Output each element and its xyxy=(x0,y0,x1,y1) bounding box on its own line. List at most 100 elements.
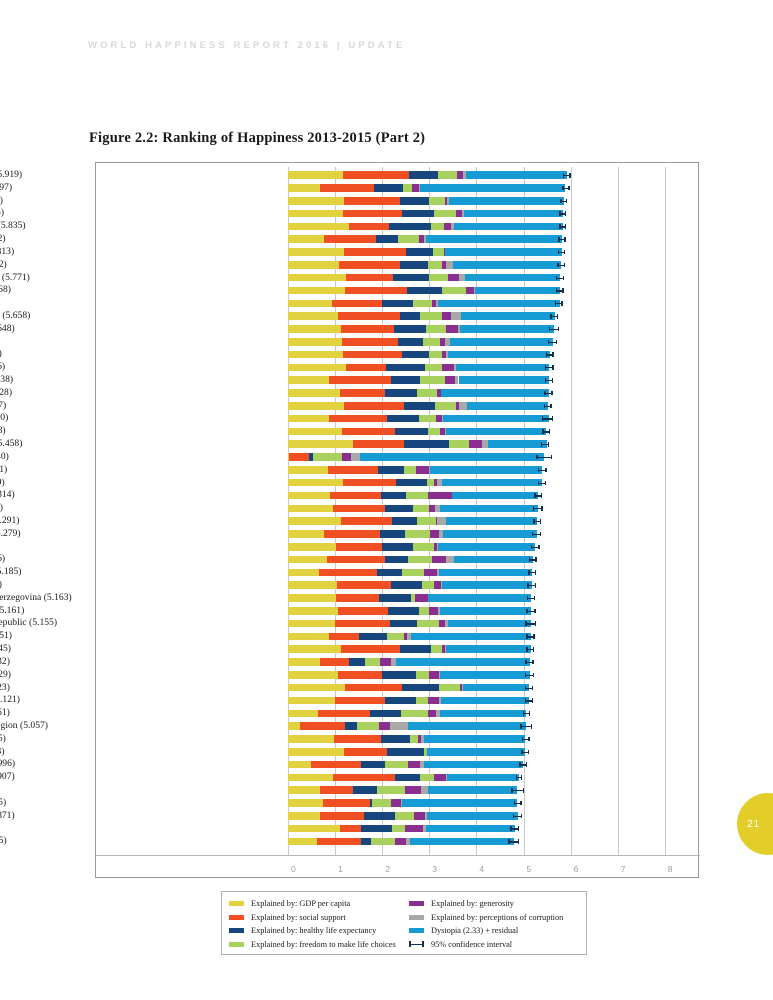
bar-segment-corruption xyxy=(444,337,450,346)
chart-row: 79.Indonesia (5.314) xyxy=(0,489,700,502)
chart-row: 73.Jamaica (5.510) xyxy=(0,412,700,425)
bar-segment-freedom xyxy=(424,747,426,756)
bar-segment-social-support xyxy=(328,632,359,641)
page-number: 21 xyxy=(747,818,760,830)
stacked-bar xyxy=(288,837,515,846)
bar-segment-generosity xyxy=(412,184,419,192)
bar-segment-dystopia xyxy=(453,222,564,231)
stacked-bar xyxy=(288,337,553,346)
country-label: 89.Dominican Republic (5.155) xyxy=(0,617,96,630)
chart-row: 89.Dominican Republic (5.155) xyxy=(0,617,700,630)
stacked-bar xyxy=(288,363,549,372)
bar-segment-gdp xyxy=(288,427,342,436)
chart-row: 84.Bhutan (5.196) xyxy=(0,553,700,566)
bar-segment-dystopia xyxy=(447,773,520,782)
bar-segment-gdp xyxy=(288,491,330,500)
bar-segment-life-expectancy xyxy=(381,299,414,308)
x-tick-label: 0 xyxy=(291,864,296,874)
bar-segment-dystopia xyxy=(425,235,563,244)
bar-segment-dystopia xyxy=(409,837,515,846)
bar-segment-life-expectancy xyxy=(391,376,420,384)
bar-segment-social-support xyxy=(327,555,386,564)
bar-segment-dystopia xyxy=(427,594,532,602)
country-name-score: Macedonia (5.121) xyxy=(0,694,20,706)
bar-segment-dystopia xyxy=(460,325,555,333)
bar-segment-social-support xyxy=(333,773,395,782)
bar-segment-social-support xyxy=(342,478,397,487)
confidence-interval xyxy=(534,493,543,498)
bar-segment-corruption xyxy=(474,286,476,295)
bar-segment-gdp xyxy=(288,671,338,679)
country-name-score: Paraguay (5.538) xyxy=(0,374,14,385)
country-name-score: Dominican Republic (5.155) xyxy=(0,617,58,629)
bar-segment-dystopia xyxy=(440,671,531,679)
chart-row: 63.Slovenia (5.768) xyxy=(0,284,700,297)
bar-segment-social-support xyxy=(344,248,407,256)
bar-segment-life-expectancy xyxy=(353,786,378,794)
country-label: 67.Libya (5.615) xyxy=(0,336,96,349)
country-label: 90.Morocco (5.151) xyxy=(0,630,96,643)
stacked-bar xyxy=(288,414,549,423)
bar-segment-corruption xyxy=(436,709,441,718)
chart-row: 56.Russia (5.856) xyxy=(0,195,700,208)
stacked-bar xyxy=(288,466,543,474)
bar-segment-corruption xyxy=(438,696,442,705)
bar-segment-gdp xyxy=(288,235,324,244)
chart-row: 94.Portugal (5.123) xyxy=(0,682,700,695)
bar-segment-social-support xyxy=(344,286,407,295)
bar-segment-freedom xyxy=(405,491,428,500)
bar-segment-corruption xyxy=(436,542,438,551)
legend-label: Dystopia (2.33) + residual xyxy=(431,926,519,936)
bar-segment-corruption xyxy=(421,786,429,794)
confidence-interval xyxy=(536,454,553,460)
confidence-interval xyxy=(532,506,543,511)
country-name-score: Kyrgyzstan (5.185) xyxy=(0,566,22,578)
chart-row: 72.Estonia (5.517) xyxy=(0,400,700,413)
legend-item: 95% confidence interval xyxy=(409,938,563,952)
bar-segment-gdp xyxy=(288,209,343,218)
bar-segment-gdp xyxy=(288,837,317,846)
stacked-bar xyxy=(288,594,532,602)
bar-segment-generosity xyxy=(416,466,430,474)
bar-segment-social-support xyxy=(344,683,403,692)
confidence-interval xyxy=(531,531,542,537)
bar-segment-corruption xyxy=(423,235,426,244)
chart-row: 61.Belarus (5.802) xyxy=(0,259,700,272)
chart-row: 64.Peru (5.743) xyxy=(96,297,700,310)
bar-segment-dystopia xyxy=(441,389,549,397)
country-name-score: Cyprus (5.546) xyxy=(0,361,6,373)
bar-segment-freedom xyxy=(394,812,414,820)
chart-row: 81.Azerbaijan (5.291) xyxy=(0,515,700,528)
country-name-score: Kazakhstan (5.919) xyxy=(0,169,23,180)
bar-segment-gdp xyxy=(288,337,343,346)
stacked-bar xyxy=(288,453,545,461)
bar-segment-gdp xyxy=(288,581,337,589)
bar-segment-corruption xyxy=(351,453,361,461)
country-label: 101.Mongolia (4.907) xyxy=(0,771,96,784)
bar-segment-generosity xyxy=(439,337,445,346)
bar-segment-gdp xyxy=(288,517,341,525)
bar-segment-life-expectancy xyxy=(396,478,427,487)
bar-segment-dystopia xyxy=(423,760,524,769)
chart-row: 76.Somalia (5.440) xyxy=(0,451,700,464)
bar-segment-gdp xyxy=(288,248,345,256)
bar-segment-freedom xyxy=(419,376,445,384)
bar-segment-corruption xyxy=(439,671,441,679)
chart-row: 62.North Cyprus (5.771) xyxy=(0,272,700,285)
bar-segment-social-support xyxy=(329,414,387,423)
chart-row: 90.Morocco (5.151) xyxy=(0,630,700,643)
country-label: 74.Croatia (5.488) xyxy=(0,425,96,438)
stacked-bar xyxy=(288,555,533,564)
country-label: 96.Vietnam (5.061) xyxy=(0,707,96,720)
bar-segment-corruption xyxy=(451,222,454,231)
bar-segment-gdp xyxy=(288,568,319,577)
legend-item: Explained by: GDP per capita xyxy=(229,897,396,911)
legend-item: Explained by: generosity xyxy=(409,897,563,911)
legend-label: 95% confidence interval xyxy=(431,939,513,949)
bar-segment-corruption xyxy=(445,645,447,654)
bar-segment-dystopia xyxy=(448,619,532,628)
gridline-6 xyxy=(570,167,572,855)
bar-segment-generosity xyxy=(424,568,437,577)
bar-segment-corruption xyxy=(405,837,410,846)
bar-segment-dystopia xyxy=(445,427,547,436)
